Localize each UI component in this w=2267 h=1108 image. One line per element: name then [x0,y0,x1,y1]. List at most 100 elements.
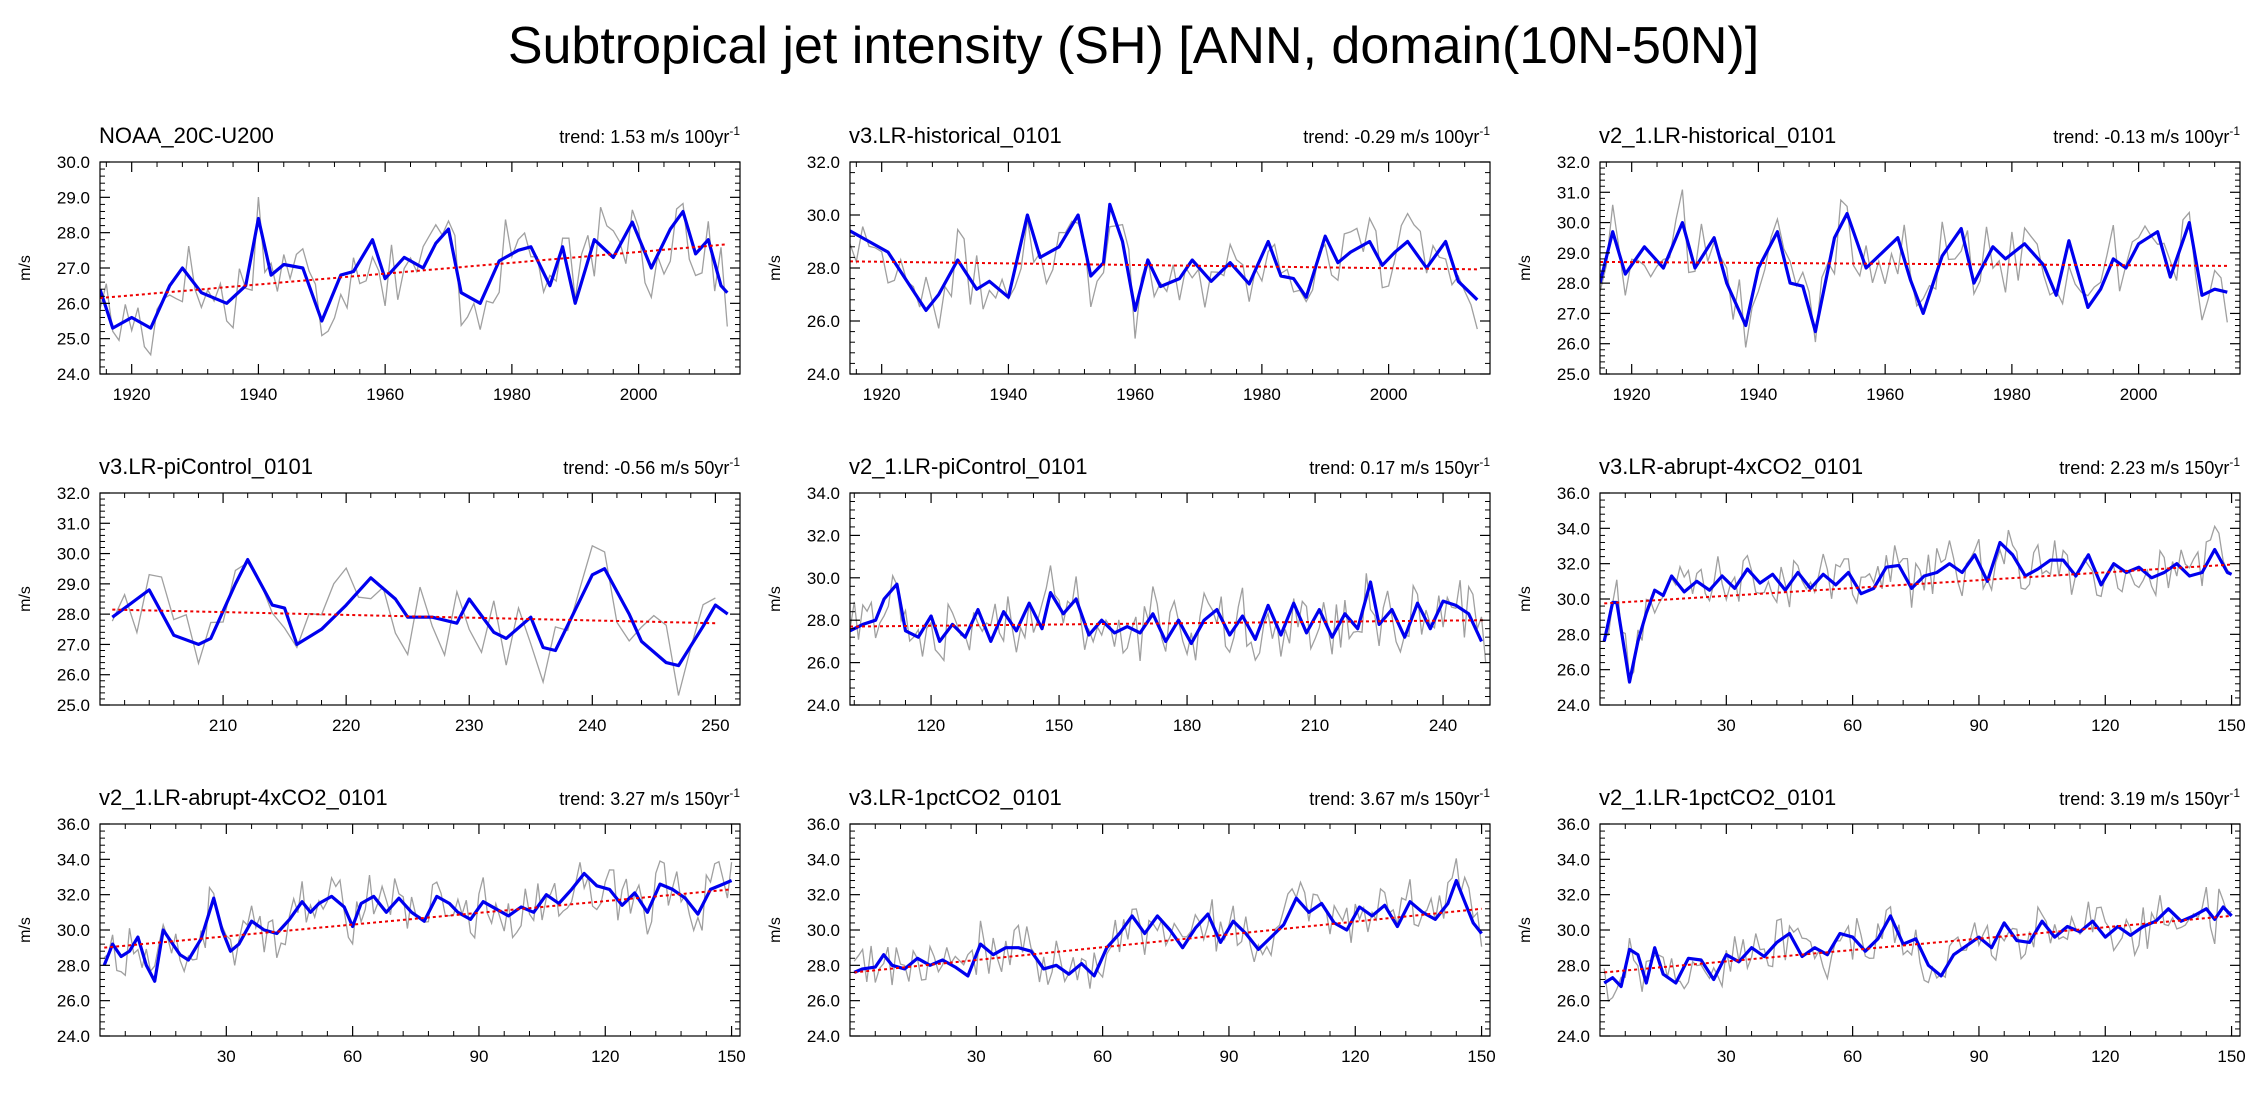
y-tick-label: 25.0 [57,330,90,349]
x-tick-label: 30 [967,1047,986,1066]
panel: v2_1.LR-abrupt-4xCO2_0101 trend: 3.27 m/s… [17,785,746,1066]
raw-series-line [850,565,1487,663]
trend-line [100,243,728,300]
x-tick-label: 250 [701,716,729,735]
x-tick-label: 1920 [113,385,151,404]
y-tick-label: 24.0 [807,696,840,715]
smoothed-series-line [850,202,1479,312]
y-tick-label: 24.0 [57,1027,90,1046]
trend-label: trend: -0.29 m/s 100yr-1 [1303,124,1490,147]
x-tick-label: 90 [1219,1047,1238,1066]
y-tick-label: 36.0 [1557,484,1590,503]
y-tick-label: 26.0 [57,666,90,685]
x-tick-label: 90 [1969,1047,1988,1066]
data-layer [111,544,729,696]
trend-label: trend: -0.13 m/s 100yr-1 [2053,124,2240,147]
trend-text: trend: -0.29 m/s 100yr [1303,127,1479,147]
y-tick-label: 26.0 [1557,335,1590,354]
panel: NOAA_20C-U200 trend: 1.53 m/s 100yr-1 m/s 2… [17,123,741,404]
y-axis-label: m/s [17,255,34,281]
y-tick-label: 28.0 [57,956,90,975]
x-tick-label: 90 [469,1047,488,1066]
y-tick-label: 30.0 [1557,590,1590,609]
trend-exponent: -1 [2229,124,2240,138]
y-tick-label: 26.0 [807,992,840,1011]
x-tick-label: 150 [2217,716,2245,735]
y-tick-label: 28.0 [1557,274,1590,293]
x-tick-label: 2000 [620,385,658,404]
x-tick-label: 210 [209,716,237,735]
trend-text: trend: 3.67 m/s 150yr [1309,789,1479,809]
trend-text: trend: -0.13 m/s 100yr [2053,127,2229,147]
data-layer [850,565,1487,663]
x-tick-label: 30 [217,1047,236,1066]
trend-exponent: -1 [729,786,740,800]
trend-label: trend: -0.56 m/s 50yr-1 [563,455,740,478]
x-tick-label: 60 [1843,1047,1862,1066]
trend-exponent: -1 [1479,455,1490,469]
trend-line [1604,914,2232,974]
trend-label: trend: 3.27 m/s 150yr-1 [559,786,740,809]
plot-frame [1599,492,2241,706]
x-tick-label: 60 [1843,716,1862,735]
y-tick-label: 29.0 [1557,244,1590,263]
x-tick-label: 2000 [2120,385,2158,404]
y-tick-label: 34.0 [1557,519,1590,538]
raw-series-line [853,858,1483,989]
x-tick-label: 1980 [1993,385,2031,404]
y-tick-label: 36.0 [807,815,840,834]
y-tick-label: 26.0 [807,654,840,673]
y-tick-label: 30.0 [807,921,840,940]
raw-series-line [1603,524,2233,680]
y-tick-label: 36.0 [57,815,90,834]
y-tick-label: 34.0 [1557,850,1590,869]
trend-text: trend: -0.56 m/s 50yr [563,458,729,478]
panel: v2_1.LR-1pctCO2_0101 trend: 3.19 m/s 150y… [1517,785,2246,1066]
y-tick-label: 32.0 [57,886,90,905]
y-tick-label: 29.0 [57,575,90,594]
x-tick-label: 30 [1717,716,1736,735]
x-tick-label: 1980 [493,385,531,404]
data-layer [1603,886,2233,1003]
trend-line [112,608,716,625]
trend-line [850,619,1486,628]
plot-frame [99,492,741,706]
y-tick-label: 26.0 [1557,992,1590,1011]
trend-exponent: -1 [1479,124,1490,138]
y-tick-label: 32.0 [57,484,90,503]
y-tick-label: 24.0 [57,365,90,384]
y-tick-label: 32.0 [807,886,840,905]
trend-exponent: -1 [2229,786,2240,800]
trend-label: trend: 3.67 m/s 150yr-1 [1309,786,1490,809]
y-tick-label: 24.0 [807,365,840,384]
data-layer [853,858,1483,989]
y-tick-label: 26.0 [1557,661,1590,680]
y-tick-label: 24.0 [1557,696,1590,715]
trend-label: trend: 1.53 m/s 100yr-1 [559,124,740,147]
panel-title: v2_1.LR-1pctCO2_0101 [1599,785,1836,810]
y-axis-label: m/s [767,586,784,612]
y-tick-label: 28.0 [57,605,90,624]
y-axis-label: m/s [1517,586,1534,612]
x-tick-label: 150 [2217,1047,2245,1066]
y-axis-label: m/s [767,917,784,943]
x-tick-label: 1960 [1116,385,1154,404]
smoothed-series-line [853,878,1483,978]
trend-text: trend: 1.53 m/s 100yr [559,127,729,147]
x-tick-label: 1960 [366,385,404,404]
panel: v3.LR-piControl_0101 trend: -0.56 m/s 50y… [17,454,741,735]
y-tick-label: 32.0 [1557,886,1590,905]
y-tick-label: 24.0 [1557,1027,1590,1046]
y-tick-label: 25.0 [57,696,90,715]
y-tick-label: 36.0 [1557,815,1590,834]
trend-text: trend: 2.23 m/s 150yr [2059,458,2229,478]
panel-title: v3.LR-historical_0101 [849,123,1062,148]
data-layer [100,197,729,357]
smoothed-series-line [850,580,1483,646]
data-layer [102,860,733,983]
panel-title: NOAA_20C-U200 [99,123,274,148]
x-tick-label: 120 [1341,1047,1369,1066]
x-tick-label: 120 [917,716,945,735]
trend-line [1604,563,2232,605]
